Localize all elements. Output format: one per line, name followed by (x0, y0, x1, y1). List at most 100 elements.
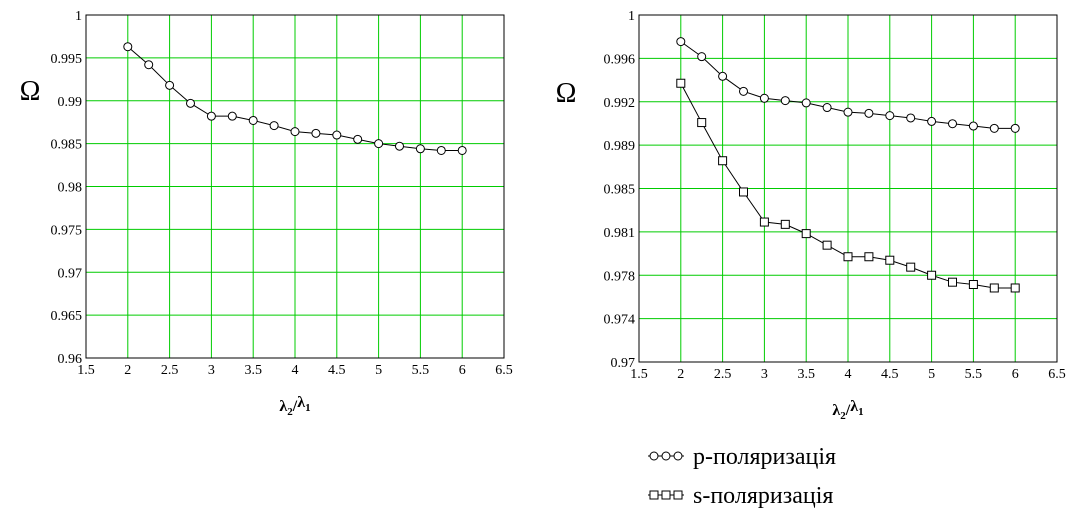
x-tick-label: 3.5 (244, 363, 262, 378)
data-point-0 (948, 119, 957, 129)
x-axis-label: λ2/λ1 (832, 398, 863, 422)
y-tick-label: 0.992 (604, 96, 636, 111)
x-tick-label: 4.5 (328, 363, 346, 378)
x-tick-label: 6 (1012, 367, 1019, 382)
data-point-0 (415, 144, 425, 154)
data-point-0 (165, 80, 175, 90)
data-point-1 (697, 118, 707, 128)
x-tick-label: 2.5 (714, 367, 732, 382)
data-point-0 (290, 127, 300, 137)
y-tick-label: 0.96 (58, 352, 83, 367)
x-axis-label-part: 1 (858, 406, 864, 418)
y-tick-label: 0.989 (604, 139, 636, 154)
y-tick-label: 0.974 (604, 313, 636, 328)
x-tick-label: 2.5 (161, 363, 179, 378)
data-point-1 (989, 283, 999, 293)
data-point-0 (144, 60, 154, 70)
y-tick-label: 1 (75, 9, 82, 24)
data-point-0 (885, 111, 895, 121)
data-point-1 (885, 255, 895, 265)
data-point-1 (801, 229, 811, 239)
x-tick-label: 4.5 (881, 367, 899, 382)
legend-item-s: s-поляризація (648, 483, 833, 509)
legend-marker (673, 490, 683, 500)
plot-frame (85, 14, 505, 359)
data-point-0 (186, 98, 195, 108)
data-point-0 (395, 141, 404, 151)
data-point-0 (457, 145, 467, 155)
data-point-1 (948, 277, 957, 287)
x-tick-label: 6.5 (1048, 367, 1066, 382)
y-tick-label: 0.985 (51, 138, 83, 153)
y-tick-label: 1 (628, 9, 635, 24)
data-point-0 (353, 134, 363, 144)
data-point-0 (906, 113, 916, 123)
y-axis-label: Ω (20, 76, 41, 107)
data-point-0 (374, 139, 384, 149)
data-point-0 (227, 111, 237, 121)
data-point-1 (906, 262, 916, 272)
data-point-1 (676, 78, 686, 88)
data-point-0 (1010, 123, 1020, 133)
data-point-0 (822, 103, 832, 113)
data-point-0 (759, 93, 769, 103)
legend-marker (661, 490, 671, 500)
x-axis-label-part: / (292, 398, 298, 415)
data-point-0 (968, 121, 978, 131)
data-point-0 (864, 108, 874, 118)
data-point-0 (697, 52, 707, 62)
x-tick-label: 2 (677, 367, 684, 382)
data-point-1 (968, 280, 978, 290)
x-tick-label: 3.5 (797, 367, 815, 382)
data-point-0 (206, 111, 216, 121)
data-point-1 (759, 217, 769, 227)
data-point-0 (780, 96, 790, 106)
legend-marker (673, 451, 683, 461)
data-point-1 (780, 219, 790, 229)
data-point-1 (739, 187, 748, 197)
data-point-0 (248, 115, 258, 125)
left-chart: 1.5 2 2.5 3 3.5 4 4.5 5 5.5 6 6.5 0.96 0.965 0.97 0.97… (20, 9, 513, 418)
x-tick-label: 3 (208, 363, 215, 378)
y-tick-label: 0.996 (604, 52, 636, 67)
data-point-0 (676, 37, 686, 47)
data-point-1 (864, 252, 874, 262)
plot-frame (638, 14, 1058, 363)
x-axis-label-part: λ (297, 394, 305, 411)
data-point-1 (1010, 283, 1020, 293)
data-point-0 (123, 42, 133, 52)
y-tick-label: 0.97 (58, 266, 83, 281)
legend-item-p: p-поляризація (648, 444, 836, 470)
y-tick-label: 0.97 (611, 356, 636, 371)
y-axis-label: Ω (556, 78, 577, 109)
x-tick-label: 6 (459, 363, 466, 378)
data-point-0 (989, 123, 999, 133)
legend-marker (649, 451, 659, 461)
y-tick-label: 0.98 (58, 181, 83, 196)
x-tick-label: 4 (292, 363, 299, 378)
x-tick-label: 6.5 (495, 363, 513, 378)
data-point-0 (332, 130, 342, 140)
y-tick-label: 0.99 (58, 95, 83, 110)
x-axis-label-part: λ (850, 398, 858, 415)
legend: p-поляризація s-поляризація (648, 444, 836, 509)
x-tick-label: 4 (845, 367, 852, 382)
x-tick-label: 2 (124, 363, 131, 378)
data-point-1 (927, 270, 937, 280)
x-tick-label: 3 (761, 367, 768, 382)
x-axis-label-part: / (845, 402, 851, 419)
legend-label: s-поляризація (693, 483, 833, 509)
data-point-0 (739, 86, 748, 96)
x-tick-label: 1.5 (630, 367, 648, 382)
x-tick-label: 5 (375, 363, 382, 378)
data-point-0 (843, 107, 853, 117)
x-axis-label: λ2/λ1 (279, 394, 310, 418)
legend-marker (661, 451, 671, 461)
x-tick-label: 5 (928, 367, 935, 382)
x-tick-label: 1.5 (77, 363, 95, 378)
legend-label: p-поляризація (693, 444, 836, 470)
data-point-0 (436, 145, 446, 155)
data-point-0 (927, 116, 937, 126)
x-axis-label-part: 2 (287, 406, 293, 418)
